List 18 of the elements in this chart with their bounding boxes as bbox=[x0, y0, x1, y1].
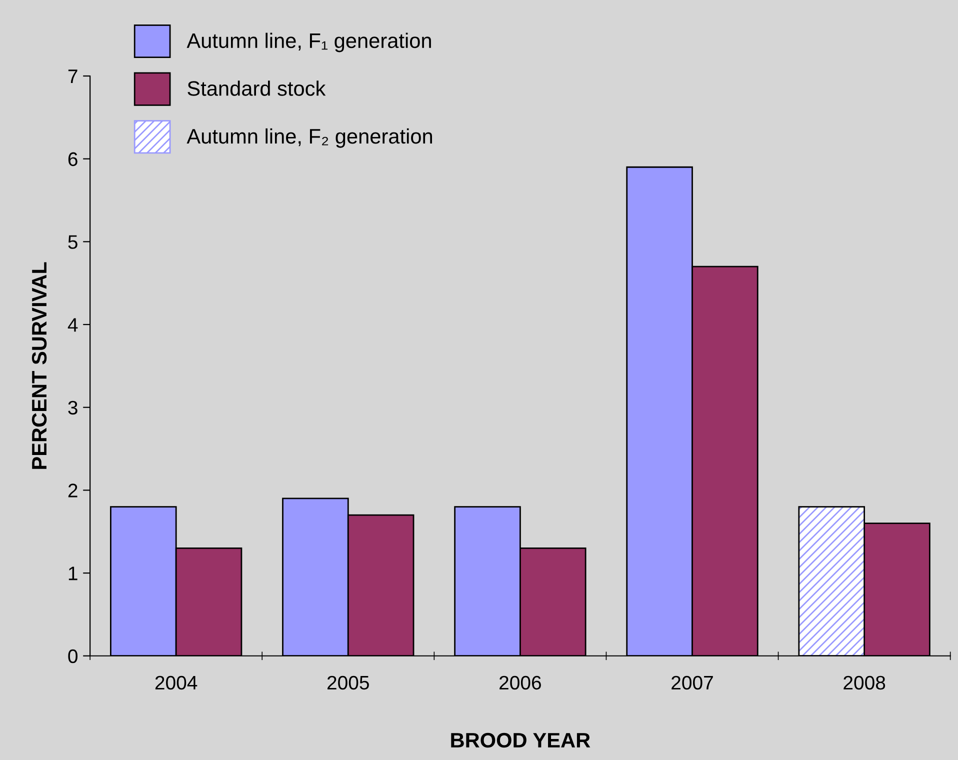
x-tick-label: 2008 bbox=[844, 676, 886, 690]
x-axis-title: BROOD YEAR bbox=[451, 732, 590, 748]
x-tick-label: 2007 bbox=[672, 676, 713, 690]
y-tick-label: 2 bbox=[68, 484, 78, 498]
y-axis-title: PERCENT SURVIVAL bbox=[32, 262, 47, 469]
x-tick-label: 2005 bbox=[327, 676, 369, 690]
y-tick-label: 3 bbox=[68, 400, 78, 415]
legend-label: Autumn line, F₂ generation bbox=[186, 128, 432, 148]
y-tick-label: 4 bbox=[68, 318, 78, 332]
y-tick-label: 6 bbox=[68, 152, 78, 166]
y-tick-label: 1 bbox=[68, 566, 78, 580]
x-tick-label: 2006 bbox=[500, 676, 541, 690]
y-tick-label: 5 bbox=[68, 235, 78, 249]
y-tick-label: 7 bbox=[68, 70, 78, 84]
legend-label: Autumn line, F₁ generation bbox=[186, 32, 431, 52]
y-tick-label: 0 bbox=[68, 649, 78, 664]
x-tick-label: 2004 bbox=[155, 676, 198, 690]
legend-label: Standard stock bbox=[188, 80, 326, 96]
